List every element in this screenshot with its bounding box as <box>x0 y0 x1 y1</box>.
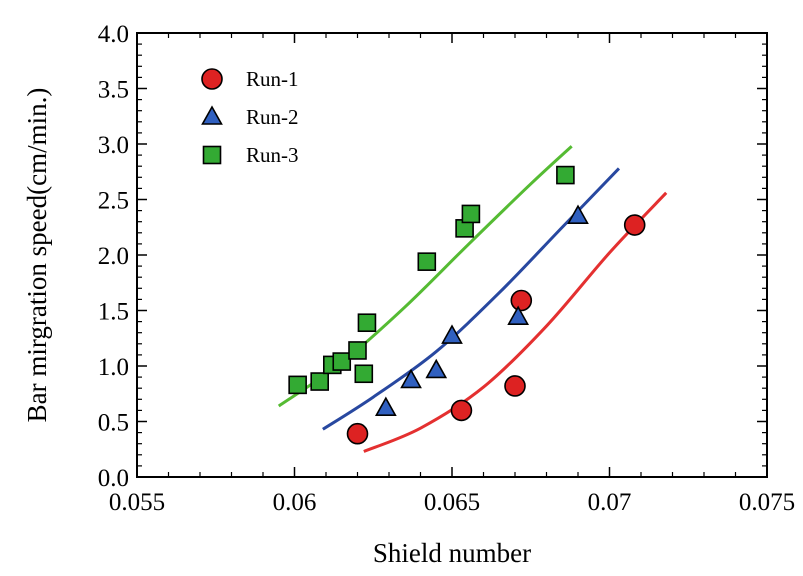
x-tick-label: 0.06 <box>273 489 317 516</box>
run-3-point <box>310 372 330 391</box>
run-3-point <box>288 375 307 395</box>
run-1-point <box>510 289 533 312</box>
run-3-point <box>461 204 481 224</box>
run-3-point <box>348 341 367 360</box>
legend-run-2-marker <box>201 105 223 125</box>
legend-run-3-marker <box>202 145 222 165</box>
y-tick-label: 0.5 <box>98 410 129 437</box>
legend-run-3-label: Run-3 <box>246 143 299 167</box>
run-1-fit-curve <box>363 191 668 453</box>
run-1-point <box>450 399 473 422</box>
run-2-point <box>441 324 463 344</box>
run-3-point <box>417 252 437 271</box>
y-tick-label: 2.0 <box>98 243 129 270</box>
run-2-point <box>507 305 530 325</box>
y-tick-label: 1.0 <box>98 354 129 381</box>
x-tick-label: 0.075 <box>739 489 795 516</box>
y-tick-label: 1.5 <box>98 299 129 326</box>
y-axis-label: Bar mirgration speed(cm/min.) <box>22 88 52 423</box>
run-2-point <box>400 368 422 389</box>
x-axis-label: Shield number <box>373 538 531 568</box>
data-points <box>288 165 646 445</box>
run-1-point <box>504 375 526 397</box>
y-tick-label: 0.0 <box>98 465 129 492</box>
y-tick-label: 3.0 <box>98 132 129 159</box>
run-1-point <box>623 214 646 236</box>
fit-curves <box>277 145 668 453</box>
axis-ticks: 0.055 0.06 0.065 0.07 0.075 0.0 0.5 1.0 1.5 2.0 2.… <box>98 21 795 516</box>
run-3-fit-curve <box>277 145 573 408</box>
legend-run-2-label: Run-2 <box>246 105 299 129</box>
x-tick-label: 0.055 <box>109 489 165 516</box>
run-2-point <box>425 358 448 379</box>
y-tick-label: 2.5 <box>98 188 129 215</box>
legend: Run-1 Run-2 Run-3 <box>201 67 299 167</box>
legend-run-1-label: Run-1 <box>246 67 299 91</box>
run-3-point <box>332 352 352 371</box>
run-3-point <box>354 364 374 384</box>
run-1-point <box>346 422 369 445</box>
run-3-point <box>357 313 377 333</box>
run-2-point <box>567 204 589 224</box>
x-tick-label: 0.065 <box>424 489 480 516</box>
x-tick-label: 0.07 <box>588 489 632 516</box>
legend-run-1-marker <box>201 68 223 90</box>
y-tick-label: 3.5 <box>98 77 129 104</box>
y-tick-label: 4.0 <box>98 21 129 48</box>
run-2-point <box>374 396 397 416</box>
run-3-point <box>556 165 575 185</box>
